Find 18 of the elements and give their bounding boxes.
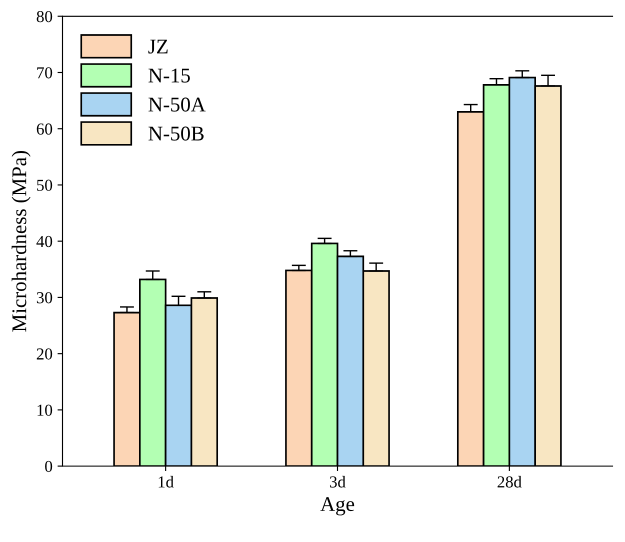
y-tick-label: 50 xyxy=(37,180,52,191)
legend-label: N-50A xyxy=(148,98,206,112)
x-axis-title: Age xyxy=(320,497,354,516)
y-tick-label: 40 xyxy=(36,236,52,248)
y-tick-label: 30 xyxy=(36,292,52,304)
y-tick-label: 60 xyxy=(36,123,52,135)
legend-label: N-15 xyxy=(148,68,190,83)
y-tick-label: 0 xyxy=(45,460,52,472)
x-tick-label: 28d xyxy=(498,476,522,488)
y-tick-label: 10 xyxy=(38,404,52,416)
y-tick-label: 70 xyxy=(37,67,52,78)
y-tick-label: 20 xyxy=(36,348,52,360)
legend-label: JZ xyxy=(148,40,168,54)
legend-label: N-50B xyxy=(148,126,204,141)
x-tick-label: 3d xyxy=(330,476,346,488)
y-tick-label: 80 xyxy=(36,10,52,22)
x-tick-label: 1d xyxy=(158,476,174,488)
y-axis-title: Microhardness (MPa) xyxy=(12,150,31,332)
